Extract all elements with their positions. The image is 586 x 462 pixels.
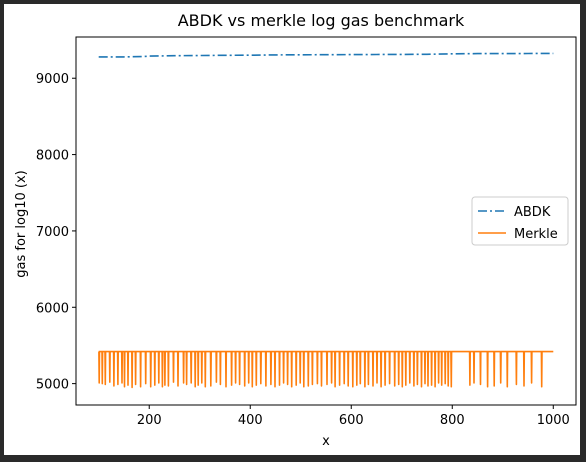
y-tick-label: 5000 — [36, 378, 69, 393]
x-tick-label: 400 — [238, 413, 263, 428]
x-tick-label: 800 — [440, 413, 465, 428]
axes-frame — [75, 36, 577, 406]
y-tick-label: 8000 — [36, 149, 69, 164]
series-abdk-line — [98, 52, 554, 58]
y-axis-label: gas for log10 (x) — [14, 170, 29, 277]
chart-figure: ABDK vs merkle log gas benchmark x gas f… — [4, 4, 580, 455]
y-tick-label: 6000 — [36, 301, 69, 316]
series-merkle-line — [98, 350, 554, 389]
x-tick-label: 200 — [137, 413, 162, 428]
plot-area: 200 400 600 800 1000 5000 6000 7000 8000 9000 — [36, 36, 577, 428]
chart-svg: ABDK vs merkle log gas benchmark x gas f… — [14, 11, 577, 449]
legend: ABDK Merkle — [471, 196, 569, 246]
chart-title: ABDK vs merkle log gas benchmark — [178, 11, 465, 30]
legend-label-merkle: Merkle — [514, 227, 558, 242]
x-tick-label: 1000 — [537, 413, 570, 428]
x-axis-label: x — [322, 434, 330, 449]
y-tick-label: 9000 — [36, 72, 69, 87]
y-tick-label: 7000 — [36, 225, 69, 240]
legend-label-abdk: ABDK — [514, 205, 551, 220]
x-tick-label: 600 — [339, 413, 364, 428]
